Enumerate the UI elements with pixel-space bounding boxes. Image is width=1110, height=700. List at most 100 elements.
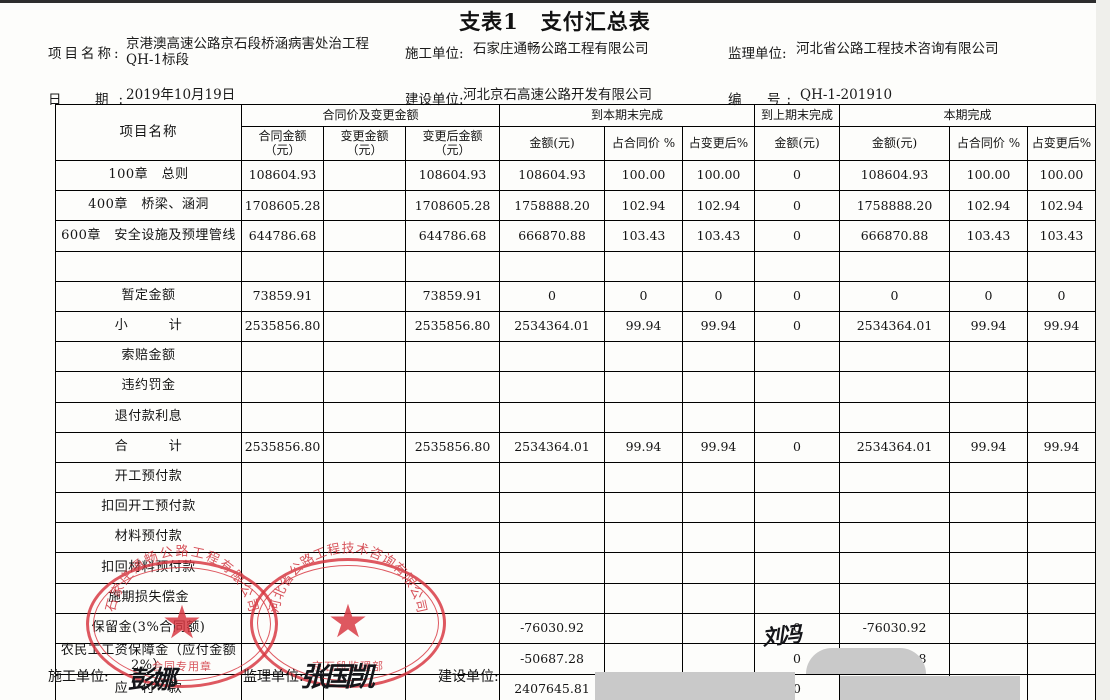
cell: 100.00 (1027, 159, 1096, 192)
cell (405, 552, 500, 584)
row-label: 400章 桥梁、涵洞 (55, 190, 242, 222)
cell (323, 250, 406, 282)
cell (405, 250, 500, 282)
cell (241, 522, 324, 554)
col-group-current-period: 本期完成 (839, 104, 1096, 127)
col-header-change-amount: 变更金额 （元） (323, 126, 406, 161)
cell (754, 582, 840, 614)
row-label: 暂定金额 (55, 280, 242, 312)
table-row: 材料预付款 (55, 522, 1096, 554)
cell: -50687.28 (839, 643, 950, 675)
scan-edge-top (0, 0, 1110, 3)
cell (405, 371, 500, 403)
cell: 73859.91 (241, 280, 324, 312)
cell: 644786.68 (241, 220, 324, 252)
cell (1027, 552, 1096, 584)
col-header-contract-amount: 合同金额 （元） (241, 126, 324, 161)
table-row: 扣回开工预付款 (55, 492, 1096, 524)
row-label: 100章 总则 (55, 159, 242, 192)
cell (949, 643, 1028, 675)
row-label: 退付款利息 (55, 401, 242, 433)
cell (1027, 643, 1096, 675)
cell: 1708605.28 (405, 190, 500, 222)
row-label: 扣回材料预付款 (55, 552, 242, 584)
cell: 99.94 (949, 431, 1028, 463)
cell (499, 552, 605, 584)
cell: 2534364.01 (839, 310, 950, 343)
cell (323, 582, 406, 614)
cell (323, 220, 406, 252)
cell: 99.94 (604, 431, 683, 463)
cell (1027, 341, 1096, 373)
cell: 102.94 (682, 190, 755, 222)
col-header-project-name: 项目名称 (55, 104, 242, 161)
col-header-period-pct-contract: 占合同价 % (949, 126, 1028, 161)
cell: 2535856.80 (405, 310, 500, 343)
cell: 0 (682, 280, 755, 312)
cell (839, 250, 950, 282)
cell: 666870.88 (499, 220, 605, 252)
cell: 0 (754, 280, 840, 312)
cell: 108604.93 (499, 159, 605, 192)
cell (405, 522, 500, 554)
cell: 0 (499, 280, 605, 312)
cell (241, 461, 324, 494)
cell (405, 341, 500, 373)
cell: 666870.88 (839, 220, 950, 252)
cell (323, 190, 406, 222)
row-label: 600章 安全设施及预埋管线 (55, 220, 242, 252)
cell: 102.94 (949, 190, 1028, 222)
row-label: 小 计 (55, 310, 242, 343)
cell: 102.94 (1027, 190, 1096, 222)
cell (1027, 612, 1096, 645)
table-row: 600章 安全设施及预埋管线 644786.68 644786.68 666870.8… (55, 220, 1096, 252)
col-header-cur-pct-contract: 占合同价 % (604, 126, 683, 161)
table-row (55, 250, 1096, 282)
cell (949, 673, 1028, 700)
cell (405, 492, 500, 524)
cell (682, 552, 755, 584)
cell (682, 492, 755, 524)
cell: -50687.28 (499, 643, 605, 675)
cell (323, 673, 406, 700)
cell (682, 522, 755, 554)
cell: 2534364.01 (499, 310, 605, 343)
cell (405, 643, 500, 675)
cell (499, 582, 605, 614)
cell (604, 673, 683, 700)
row-label: 违约罚金 (55, 371, 242, 403)
cell (839, 401, 950, 433)
cell (241, 612, 324, 645)
table-row: 400章 桥梁、涵洞 1708605.28 1708605.28 1758888.20… (55, 190, 1096, 222)
cell: 0 (949, 280, 1028, 312)
header-meta: 项目名称: 京港澳高速公路京石段桥涵病害处治工程QH-1标段 施工单位: 石家庄… (48, 36, 1068, 116)
cell (754, 401, 840, 433)
table-group-header-row: 项目名称 合同价及变更金额 到本期末完成 到上期末完成 本期完成 (55, 104, 1096, 161)
cell (604, 612, 683, 645)
cell (241, 341, 324, 373)
cell (839, 341, 950, 373)
cell (604, 250, 683, 282)
meta-row-1: 项目名称: 京港澳高速公路京石段桥涵病害处治工程QH-1标段 施工单位: 石家庄… (48, 36, 1068, 70)
cell: 0 (754, 431, 840, 463)
col-header-after-change-amount: 变更后金额 （元） (405, 126, 500, 161)
cell (604, 341, 683, 373)
table-row: 施期损失偿金 (55, 582, 1096, 614)
cell (604, 492, 683, 524)
cell (241, 582, 324, 614)
cell (499, 492, 605, 524)
cell (323, 461, 406, 494)
cell: 0 (754, 159, 840, 192)
cell (604, 401, 683, 433)
cell (754, 341, 840, 373)
cell (499, 250, 605, 282)
cell: 99.94 (1027, 431, 1096, 463)
cell: 108604.93 (839, 159, 950, 192)
row-label: 合 计 (55, 431, 242, 463)
footer-owner-label: 建设单位: (438, 669, 499, 685)
table-sub-header-row: 合同金额 （元） 变更金额 （元） 变更后金额 （元） 金额(元) 占合同价 %… (56, 126, 1096, 161)
col-header-period-amount: 金额(元) (839, 126, 950, 161)
cell (949, 522, 1028, 554)
table-row: 合 计 2535856.80 2535856.80 2534364.01 99.94 99… (55, 431, 1096, 463)
